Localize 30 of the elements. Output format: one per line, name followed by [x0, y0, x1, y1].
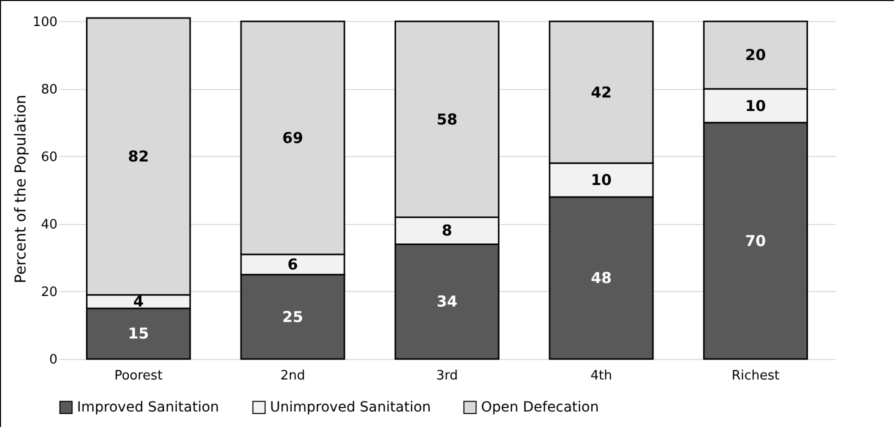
x-tick-label: 2nd	[280, 368, 306, 384]
data-label: 58	[436, 110, 458, 128]
data-label: 20	[745, 46, 766, 64]
legend-label: Open Defecation	[481, 399, 599, 416]
legend-label: Unimproved Sanitation	[270, 399, 431, 416]
data-label: 82	[128, 147, 149, 166]
data-label: 15	[128, 324, 149, 343]
x-tick-label: 3rd	[436, 368, 458, 384]
x-tick-label: 4th	[590, 368, 612, 384]
y-tick-label: 80	[40, 82, 58, 98]
data-label: 42	[590, 83, 612, 102]
y-axis-title: Percent of the Population	[12, 94, 30, 284]
data-label: 10	[590, 171, 612, 190]
data-label: 10	[745, 96, 766, 115]
y-tick-label: 20	[40, 284, 58, 300]
data-label: 34	[436, 292, 458, 311]
data-label: 25	[282, 308, 304, 326]
data-label: 69	[282, 128, 304, 147]
data-label: 6	[288, 255, 298, 274]
data-label: 70	[745, 232, 766, 250]
y-tick-label: 60	[40, 150, 58, 165]
data-label: 4	[133, 292, 144, 311]
y-tick-label: 0	[49, 352, 58, 368]
y-tick-label: 100	[32, 14, 58, 30]
x-tick-label: Poorest	[114, 368, 163, 384]
legend-label: Improved Sanitation	[77, 399, 220, 416]
data-label: 48	[590, 268, 612, 287]
data-label: 8	[442, 222, 452, 240]
x-tick-label: Richest	[732, 368, 780, 384]
y-tick-label: 40	[40, 217, 58, 232]
